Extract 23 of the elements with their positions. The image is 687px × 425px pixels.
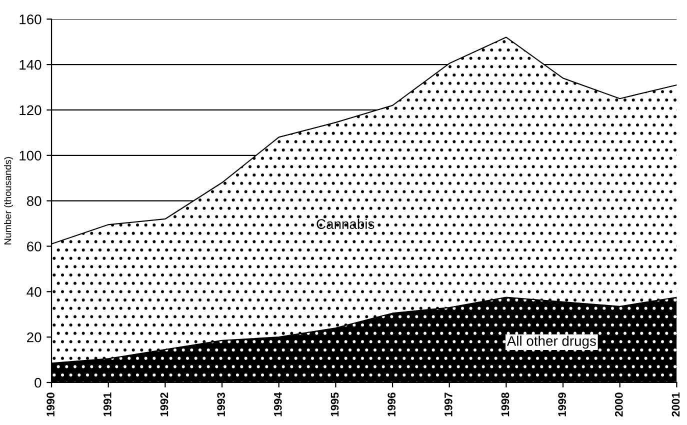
y-tick-label: 40 — [26, 286, 42, 297]
series-label: All other drugs — [506, 336, 596, 349]
x-tick-label: 2001 — [672, 392, 680, 417]
x-tick-label: 1994 — [274, 392, 282, 416]
y-tick-label: 140 — [20, 60, 42, 70]
y-tick-label: 0 — [34, 378, 42, 388]
y-tick-label: 80 — [26, 196, 42, 206]
x-tick-label: 1997 — [444, 392, 452, 416]
x-tick-label: 1995 — [330, 392, 339, 416]
x-tick-label: 1998 — [501, 392, 510, 416]
x-tick-label: 1992 — [160, 392, 168, 416]
x-tick-label: 1993 — [217, 392, 226, 416]
x-tick-label: 1991 — [103, 392, 112, 416]
y-tick-label: 20 — [27, 332, 42, 342]
x-tick-label: 1996 — [388, 392, 396, 416]
y-axis-title: Number (thousands) — [4, 157, 14, 244]
y-tick-label: 100 — [20, 150, 42, 161]
x-tick-label: 1999 — [558, 392, 566, 416]
y-tick-label: 160 — [20, 14, 42, 24]
x-tick-label: 1990 — [46, 392, 55, 416]
y-tick-label: 120 — [20, 105, 42, 116]
x-tick-label: 2000 — [614, 392, 623, 417]
y-tick-label: 60 — [27, 242, 42, 252]
